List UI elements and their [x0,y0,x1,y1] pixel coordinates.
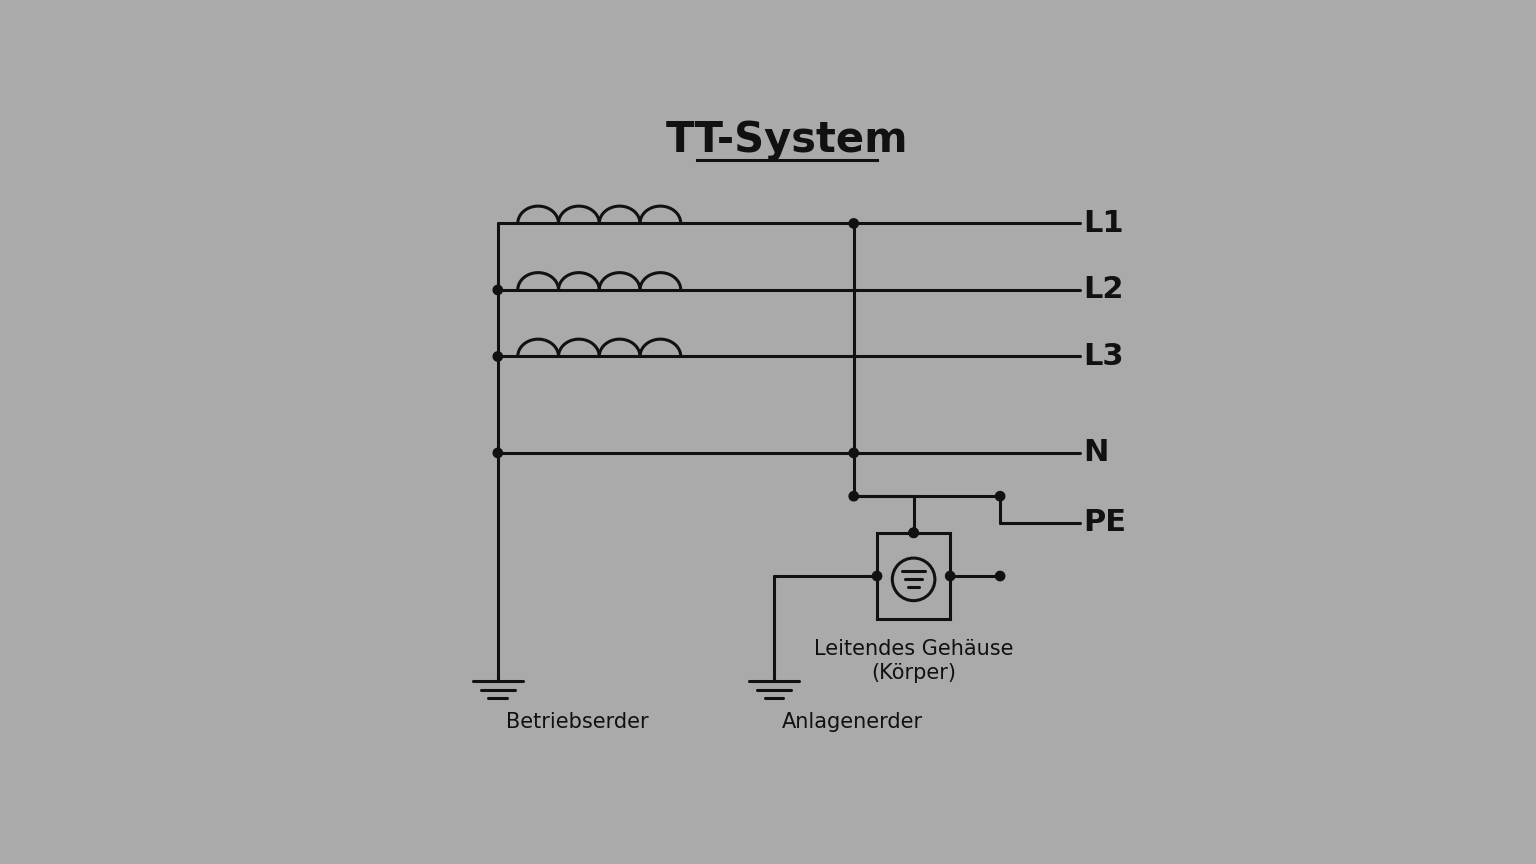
Text: N: N [1083,438,1109,467]
Circle shape [946,571,955,581]
Circle shape [849,492,859,501]
Circle shape [493,448,502,458]
Bar [877,533,951,619]
Circle shape [493,285,502,295]
Circle shape [995,571,1005,581]
Text: TT-System: TT-System [667,119,908,162]
Text: PE: PE [1083,508,1126,537]
Circle shape [849,448,859,458]
Text: L1: L1 [1083,209,1124,238]
Text: L2: L2 [1083,276,1124,304]
Circle shape [909,528,919,537]
Text: (Körper): (Körper) [871,663,955,683]
Text: Anlagenerder: Anlagenerder [782,713,923,733]
Text: Leitendes Gehäuse: Leitendes Gehäuse [814,639,1014,659]
Circle shape [849,219,859,228]
Text: L3: L3 [1083,342,1124,371]
Circle shape [909,528,919,537]
Circle shape [872,571,882,581]
Text: Betriebserder: Betriebserder [505,713,648,733]
Circle shape [995,492,1005,501]
Circle shape [493,352,502,361]
